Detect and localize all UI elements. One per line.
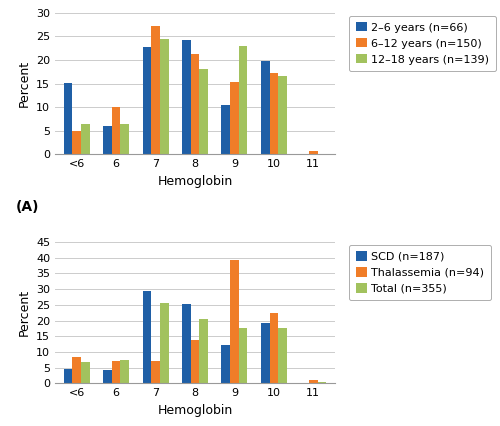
Legend: 2–6 years (n=66), 6–12 years (n=150), 12–18 years (n=139): 2–6 years (n=66), 6–12 years (n=150), 12… — [349, 15, 496, 71]
Legend: SCD (n=187), Thalassemia (n=94), Total (n=355): SCD (n=187), Thalassemia (n=94), Total (… — [349, 245, 491, 300]
Bar — [160, 303, 168, 383]
Bar — [120, 124, 129, 154]
Bar — [182, 305, 190, 383]
Bar — [103, 126, 112, 154]
Bar — [72, 131, 81, 154]
Bar — [230, 82, 239, 154]
Bar — [278, 328, 287, 383]
Bar — [72, 357, 81, 383]
Bar — [142, 47, 151, 154]
Bar — [120, 360, 129, 383]
Bar — [200, 69, 208, 154]
Bar — [103, 370, 112, 383]
Bar — [190, 54, 200, 154]
Bar — [222, 105, 230, 154]
Bar — [112, 107, 120, 154]
Bar — [239, 328, 248, 383]
Bar — [261, 323, 270, 383]
Bar — [200, 319, 208, 383]
Y-axis label: Percent: Percent — [18, 289, 30, 336]
Bar — [81, 362, 90, 383]
Bar — [190, 340, 200, 383]
Bar — [151, 26, 160, 154]
Bar — [278, 76, 287, 154]
Bar — [239, 46, 248, 154]
X-axis label: Hemoglobin: Hemoglobin — [158, 175, 232, 188]
Y-axis label: Percent: Percent — [18, 60, 30, 107]
Bar — [230, 259, 239, 383]
Bar — [160, 39, 168, 154]
Bar — [142, 291, 151, 383]
Bar — [270, 313, 278, 383]
Bar — [222, 345, 230, 383]
Bar — [270, 73, 278, 154]
Bar — [64, 83, 72, 154]
Bar — [64, 369, 72, 383]
Bar — [151, 361, 160, 383]
Bar — [112, 361, 120, 383]
Bar — [309, 151, 318, 154]
Bar — [182, 40, 190, 154]
Bar — [261, 61, 270, 154]
Bar — [81, 124, 90, 154]
X-axis label: Hemoglobin: Hemoglobin — [158, 404, 232, 417]
Text: (A): (A) — [16, 199, 40, 213]
Bar — [309, 380, 318, 383]
Bar — [318, 382, 326, 383]
